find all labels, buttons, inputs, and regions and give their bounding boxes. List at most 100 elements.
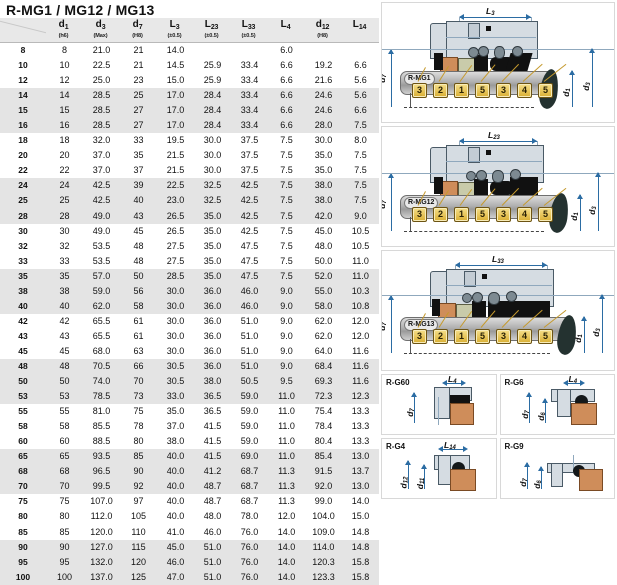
shaft-copper	[450, 403, 474, 425]
cell-L4: 6.0	[280, 45, 293, 56]
cell-L23: 48.7	[194, 479, 231, 495]
cell-d3: 32.0	[92, 135, 111, 146]
callout-badge: 5	[475, 83, 490, 98]
cell-L3: 46.0	[157, 554, 194, 570]
dim-arrow-up-d7	[388, 173, 394, 178]
housing-pin	[464, 271, 476, 287]
cell-L4: 7.5	[280, 165, 293, 176]
cell-d12: 24.6	[305, 88, 342, 104]
cell-d12: 35.0	[314, 150, 333, 161]
cell-L3: 21.5	[166, 150, 185, 161]
cell-d3: 49.0	[92, 225, 111, 236]
cell-index: 100	[0, 569, 46, 585]
cell-L4: 7.5	[268, 208, 305, 224]
cell-L4: 14.0	[268, 554, 305, 570]
cell-d3: 21.0	[92, 45, 111, 56]
cell-d12: 75.4	[314, 406, 333, 417]
cell-L14: 12.0	[351, 315, 370, 326]
cell-L33: 51.0	[231, 358, 268, 375]
cell-d12: 69.3	[305, 374, 342, 390]
cell-d3: 57.0	[83, 268, 120, 284]
cell-L4: 7.5	[268, 178, 305, 194]
figure-tag-r-g9: R-G9	[504, 442, 524, 451]
cell-L33: 33.4	[231, 88, 268, 104]
cell-d3: 49.0	[83, 208, 120, 224]
cell-L23: 25.9	[203, 60, 222, 71]
cell-d1: 12	[59, 75, 70, 86]
dim-label-d7: d7	[517, 478, 529, 487]
housing-dot	[486, 26, 491, 31]
cell-L14: 11.0	[342, 268, 379, 284]
cell-L3: 35.0	[166, 406, 185, 417]
table-row: 50 50 74.0 70 30.5 38.0 50.5 9.5 69.3 11.6	[0, 374, 379, 390]
cell-index: 24	[0, 178, 46, 194]
cell-L3: 21.5	[166, 165, 185, 176]
cell-L3: 28.5	[157, 268, 194, 284]
cell-L14: 6.6	[354, 60, 367, 71]
cell-L23: 35.0	[203, 225, 222, 236]
dim-arrow-right	[542, 262, 547, 268]
cell-d12: 42.0	[305, 208, 342, 224]
cell-L23: 36.0	[194, 358, 231, 375]
cell-L14: 5.6	[354, 75, 367, 86]
cell-L14	[342, 43, 379, 59]
table-row: 42 42 65.5 61 30.0 36.0 51.0 9.0 62.0 12.0	[0, 314, 379, 329]
callout-badge: 3	[496, 83, 511, 98]
cell-L23: 35.0	[203, 240, 222, 251]
cell-d12: 24.6	[305, 103, 342, 119]
cell-d1: 38	[46, 283, 83, 299]
cell-d1: 30	[59, 225, 70, 236]
dim-arrow-up-d7	[525, 392, 532, 397]
cell-L33: 47.5	[231, 268, 268, 284]
dim-line-d3	[592, 49, 593, 107]
spring-disc-4	[512, 46, 523, 57]
cell-L33: 76.0	[231, 554, 268, 570]
cell-d7: 56	[120, 283, 157, 299]
shaft-copper	[578, 469, 603, 491]
cell-d1: 43	[59, 330, 70, 341]
cell-index: 90	[0, 539, 46, 555]
cell-L4: 9.5	[268, 374, 305, 390]
dim-arrow-up-d7	[388, 49, 394, 54]
figure-tag-r-g4: R-G4	[386, 442, 406, 451]
gland-left	[434, 387, 450, 419]
cell-L14: 14.8	[351, 526, 370, 537]
spring-disc-2	[476, 170, 487, 181]
cell-d1: 42	[59, 315, 70, 326]
cell-index: 14	[0, 88, 46, 104]
cell-L23: 36.5	[203, 406, 222, 417]
cell-d12	[305, 43, 342, 59]
cell-d12: 45.0	[314, 225, 333, 236]
cell-d7: 21	[133, 60, 144, 71]
cell-L33: 37.5	[240, 165, 259, 176]
cell-d1: 40	[46, 298, 83, 314]
housing-dot	[486, 150, 491, 155]
cell-d3: 65.5	[92, 330, 111, 341]
spec-header-row: d1 (h6) d3 (Max) d7 (H8) L3 (±0.5) L23 (±0.5) L33(…	[0, 18, 379, 43]
tag-leader	[410, 339, 411, 353]
cell-d3: 93.5	[83, 449, 120, 465]
callout-badge: 2	[433, 83, 448, 98]
cell-d7: 110	[131, 526, 146, 537]
dim-arrow-up-d3	[599, 294, 605, 299]
dim-arrow-up	[411, 392, 417, 397]
cell-d7: 92	[120, 479, 157, 495]
table-row: 55 55 81.0 75 35.0 36.5 59.0 11.0 75.4 13.3	[0, 404, 379, 419]
table-row: 14 14 28.5 25 17.0 28.4 33.4 6.6 24.6 5.6	[0, 88, 379, 104]
black-block-a	[472, 301, 486, 317]
table-row: 58 58 85.5 78 37.0 41.5 59.0 11.0 78.4 13.3	[0, 419, 379, 434]
cell-d12: 85.4	[305, 449, 342, 465]
cell-d12: 72.3	[305, 389, 342, 405]
cell-d7: 66	[120, 358, 157, 375]
gland-left	[550, 463, 563, 487]
dim-line-top	[459, 141, 537, 142]
cell-L33: 59.0	[240, 421, 259, 432]
cell-L33: 51.0	[240, 345, 259, 356]
cell-L4: 11.0	[268, 389, 305, 405]
cell-d1: 22	[59, 165, 70, 176]
cell-L23: 30.0	[203, 165, 222, 176]
seal-lip-black	[450, 395, 470, 404]
dim-arrow-up-d11	[421, 464, 427, 469]
cell-d12: 35.0	[314, 165, 333, 176]
dim-line-d1	[580, 195, 581, 231]
